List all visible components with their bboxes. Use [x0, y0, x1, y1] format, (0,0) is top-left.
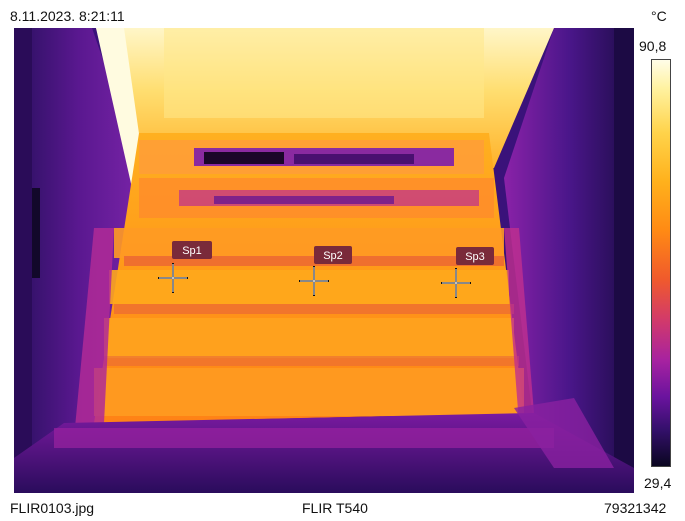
- spot-marker-sp1: Sp1: [158, 241, 212, 293]
- scale-max-label: 90,8: [639, 38, 667, 54]
- spot-label-sp3: Sp3: [465, 251, 485, 263]
- scale-min-label: 29,4: [644, 475, 672, 491]
- temperature-colorbar: [651, 59, 671, 467]
- thermal-image-canvas: Sp1 Sp2 Sp3: [14, 28, 634, 493]
- spot-label-sp2: Sp2: [323, 250, 343, 262]
- footer-filename: FLIR0103.jpg: [10, 500, 95, 516]
- spot-marker-sp3: Sp3: [441, 247, 494, 298]
- timestamp: 8.11.2023. 8:21:11: [10, 8, 125, 24]
- spot-marker-sp2: Sp2: [299, 246, 352, 296]
- footer-camera-model: FLIR T540: [302, 500, 368, 516]
- thermal-image: Sp1 Sp2 Sp3: [14, 28, 634, 493]
- unit-label: °C: [651, 8, 667, 24]
- footer-serial: 79321342: [604, 500, 667, 516]
- spot-label-sp1: Sp1: [182, 245, 202, 257]
